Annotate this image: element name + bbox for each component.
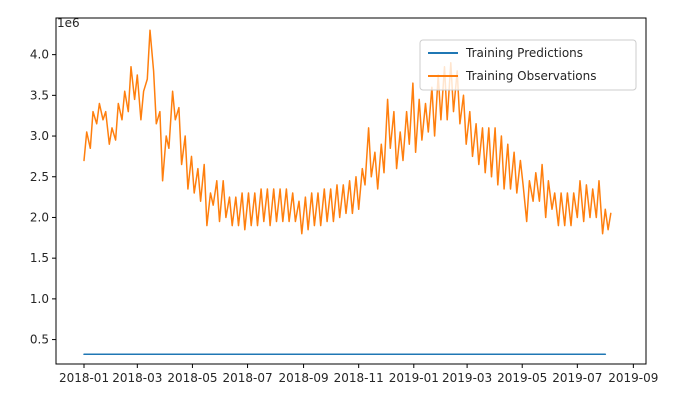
y-axis-offset-label: 1e6 bbox=[57, 16, 80, 30]
legend-frame bbox=[419, 39, 637, 91]
x-tick-label: 2019-05 bbox=[497, 371, 547, 385]
y-tick-label: 2.0 bbox=[30, 210, 49, 224]
y-tick-label: 3.0 bbox=[30, 129, 49, 143]
x-tick-label: 2018-09 bbox=[278, 371, 328, 385]
y-tick-label: 0.5 bbox=[30, 333, 49, 347]
y-tick-label: 2.5 bbox=[30, 170, 49, 184]
x-tick-label: 2019-01 bbox=[389, 371, 439, 385]
x-tick-label: 2019-03 bbox=[442, 371, 492, 385]
x-tick-label: 2019-07 bbox=[552, 371, 602, 385]
x-tick-label: 2018-07 bbox=[222, 371, 272, 385]
y-tick-label: 1.5 bbox=[30, 251, 49, 265]
x-tick-label: 2018-03 bbox=[112, 371, 162, 385]
x-tick-label: 2018-11 bbox=[334, 371, 384, 385]
legend: Training Predictions Training Observatio… bbox=[419, 39, 637, 91]
axes-frame bbox=[55, 17, 647, 365]
y-tick-label: 1.0 bbox=[30, 292, 49, 306]
x-tick-label: 2018-05 bbox=[167, 371, 217, 385]
y-tick-label: 3.5 bbox=[30, 88, 49, 102]
y-tick-label: 4.0 bbox=[30, 48, 49, 62]
legend-label-training-observations: Training Observations bbox=[465, 69, 597, 83]
x-tick-label: 2019-09 bbox=[608, 371, 658, 385]
series-line-training-observations bbox=[83, 29, 612, 235]
legend-label-training-predictions: Training Predictions bbox=[465, 46, 583, 60]
plot-area: 0.5 1.0 1.5 2.0 2.5 3.0 3.5 4.0 2018-01 2018-03 20… bbox=[30, 17, 658, 385]
x-tick-label: 2018-01 bbox=[59, 371, 109, 385]
